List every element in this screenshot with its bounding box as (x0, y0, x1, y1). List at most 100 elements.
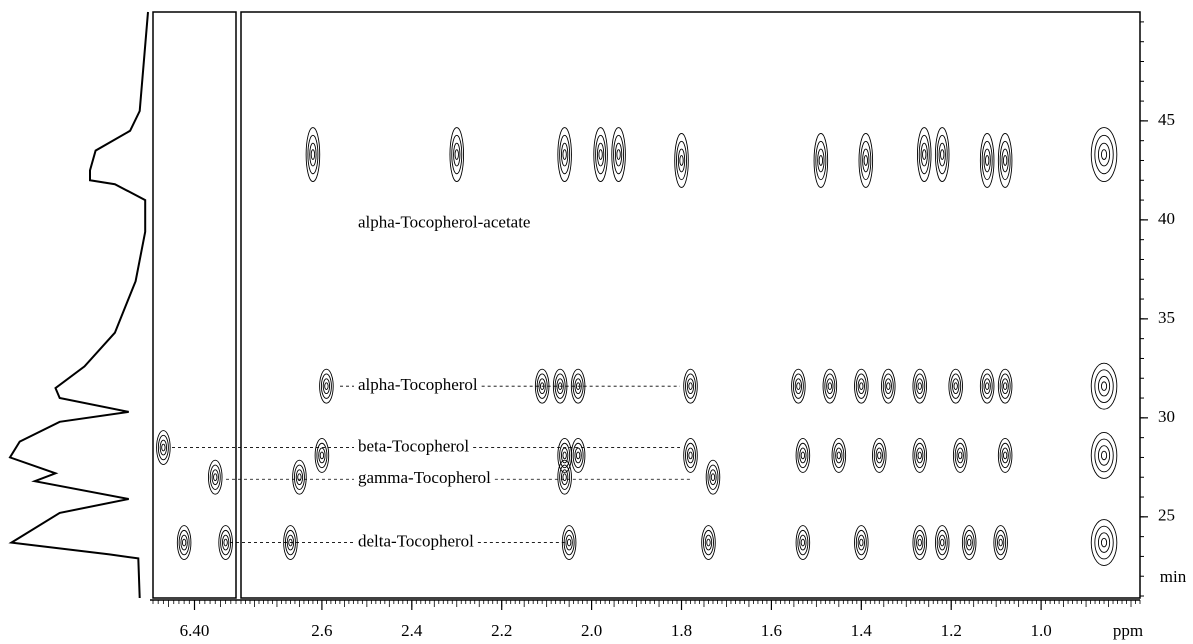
contour (711, 474, 714, 481)
peak (320, 369, 334, 403)
contour (563, 150, 566, 160)
x-axis-label: ppm (1113, 621, 1143, 640)
annotation: alpha-Tocopherol-acetate (358, 213, 530, 232)
contour (941, 539, 944, 546)
contour (917, 535, 923, 550)
contour (1098, 533, 1109, 553)
annotation: alpha-Tocopherol (358, 375, 478, 394)
contour (885, 379, 891, 394)
peak (998, 369, 1012, 403)
contour (319, 448, 325, 463)
contour (599, 150, 602, 160)
contour (800, 448, 806, 463)
peak (157, 431, 171, 465)
y-tick-label: 40 (1158, 209, 1175, 228)
y-tick-label: 35 (1158, 308, 1175, 327)
peak (980, 369, 994, 403)
contour (1101, 150, 1106, 160)
contour (311, 150, 314, 160)
x-tick-label: 1.8 (671, 621, 692, 640)
contour (454, 143, 460, 166)
contour (984, 379, 990, 394)
peak (684, 369, 698, 403)
contour (617, 150, 620, 160)
contour (917, 379, 923, 394)
contour (921, 143, 927, 166)
peak (832, 438, 846, 472)
contour (797, 383, 800, 390)
contour (310, 143, 316, 166)
peak (855, 526, 869, 560)
contour (923, 150, 926, 160)
y-tick-label: 30 (1158, 407, 1175, 426)
contour (860, 383, 863, 390)
contour (941, 150, 944, 160)
peak (571, 438, 585, 472)
peak (855, 369, 869, 403)
peak (702, 526, 716, 560)
peak (917, 128, 931, 182)
x-tick-label: 1.6 (761, 621, 782, 640)
contour (953, 379, 959, 394)
peak (558, 128, 572, 182)
contour (999, 539, 1002, 546)
contour (296, 470, 302, 485)
contour (939, 535, 945, 550)
peak (913, 526, 927, 560)
contour (689, 383, 692, 390)
contour (325, 383, 328, 390)
contour (918, 539, 921, 546)
contour (800, 535, 806, 550)
peak (450, 128, 464, 182)
contour (997, 535, 1003, 550)
contour (214, 474, 217, 481)
peak (998, 438, 1012, 472)
contour (561, 143, 567, 166)
contour (678, 149, 684, 172)
annotation: delta-Tocopherol (358, 531, 474, 550)
contour (160, 440, 166, 455)
x-tick-label: 1.0 (1030, 621, 1051, 640)
contour (966, 535, 972, 550)
contour (819, 156, 822, 166)
contour (818, 149, 824, 172)
contour (1002, 379, 1008, 394)
contour (162, 444, 165, 451)
peak (994, 526, 1008, 560)
contour (1098, 143, 1109, 166)
contour (575, 448, 581, 463)
contour (566, 535, 572, 550)
contour (827, 379, 833, 394)
peak (1091, 128, 1117, 182)
x-tick-label: 1.2 (941, 621, 962, 640)
contour (320, 452, 323, 459)
contour (1002, 149, 1008, 172)
contour (455, 150, 458, 160)
y-tick-label: 25 (1158, 506, 1175, 525)
peak (823, 369, 837, 403)
plot-frame (241, 12, 1140, 598)
peak (1091, 363, 1117, 409)
contour (1098, 376, 1109, 396)
contour (707, 539, 710, 546)
contour (576, 452, 579, 459)
peak (980, 133, 994, 187)
x-tick-label: 6.40 (180, 621, 210, 640)
peak (558, 460, 572, 494)
peak (675, 133, 689, 187)
contour (212, 470, 218, 485)
x-tick-label: 2.0 (581, 621, 602, 640)
contour (563, 474, 566, 481)
contour (918, 383, 921, 390)
x-tick-label: 2.6 (311, 621, 332, 640)
peak (962, 526, 976, 560)
contour (597, 143, 603, 166)
peak (177, 526, 191, 560)
peak (949, 369, 963, 403)
x-tick-label: 1.4 (851, 621, 873, 640)
contour (615, 143, 621, 166)
contour (878, 452, 881, 459)
peak (612, 128, 626, 182)
contour (801, 452, 804, 459)
contour (917, 448, 923, 463)
